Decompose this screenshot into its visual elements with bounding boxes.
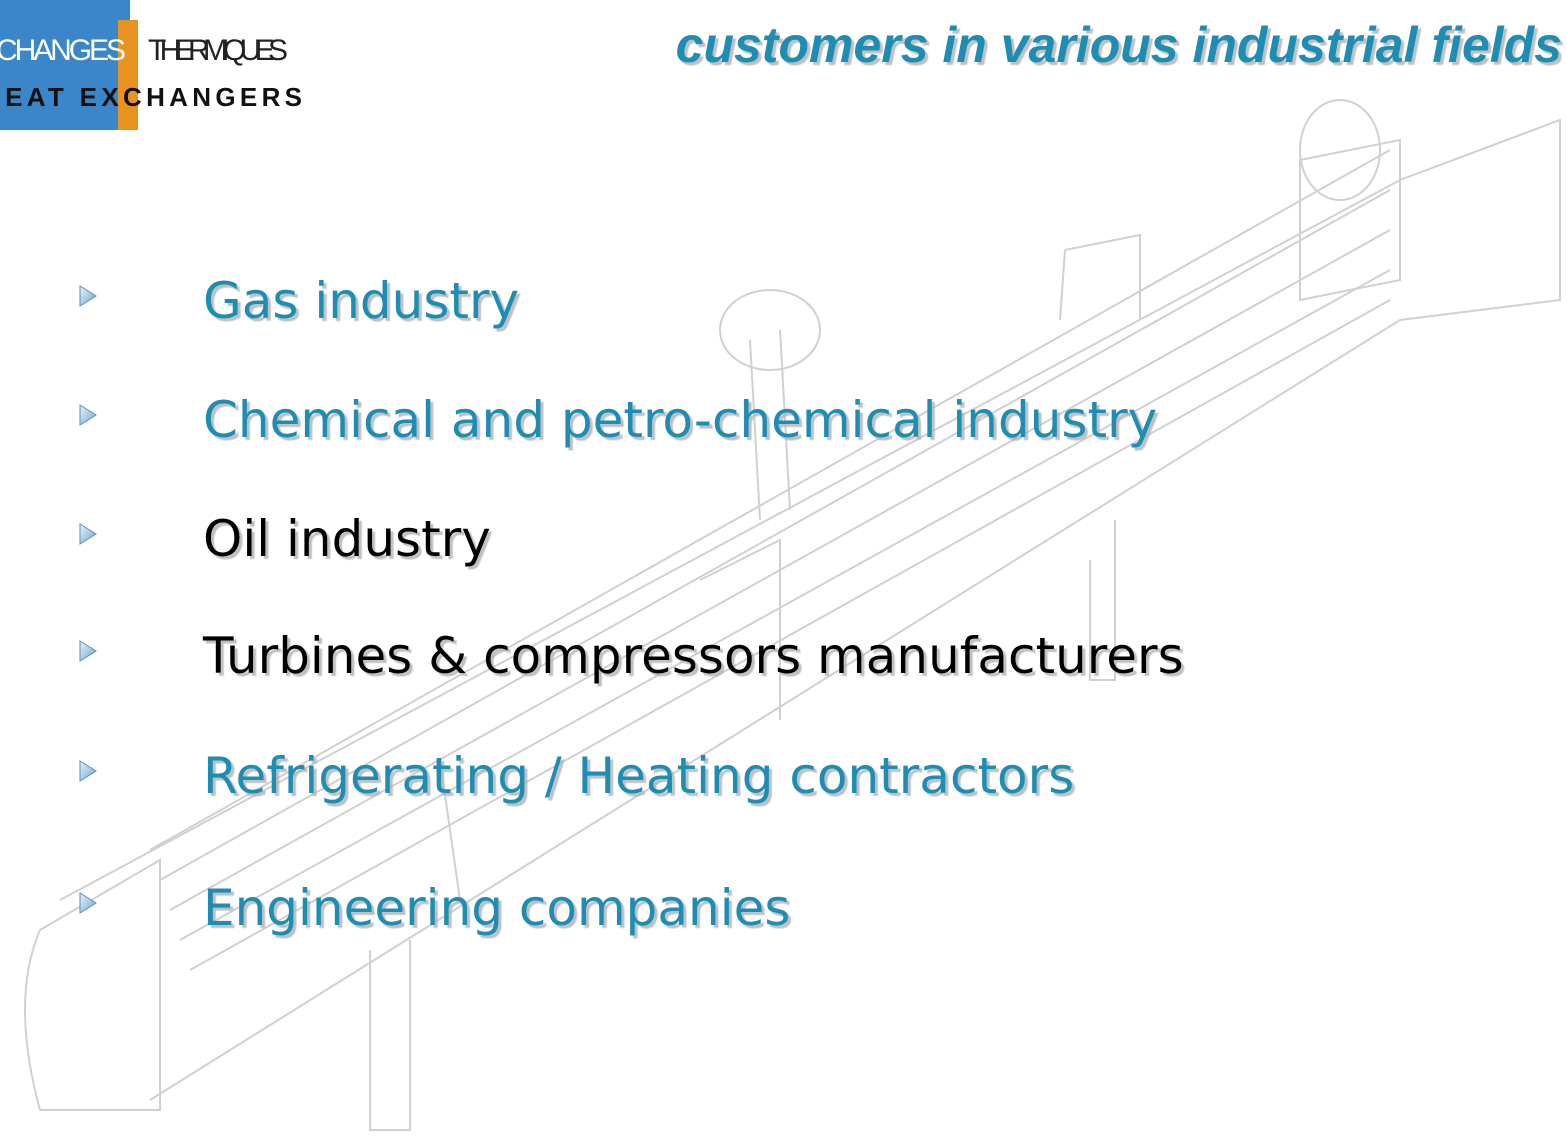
- bullet: [80, 524, 96, 544]
- bullet: [80, 893, 96, 913]
- list-item: Oil industry: [203, 510, 491, 568]
- logo: CHANGES THERMIQUES HEAT EXCHANGERS: [0, 0, 302, 130]
- logo-word: THERMIQUES: [148, 34, 288, 67]
- bullet: [80, 405, 96, 425]
- logo-word: CHANGES: [0, 34, 126, 67]
- list-item: Turbines & compressors manufacturers: [202, 627, 1184, 685]
- bullet: [80, 286, 96, 306]
- slide-title: customers in various industrial fields: [676, 17, 1562, 73]
- list-item: Refrigerating / Heating contractors: [203, 747, 1074, 805]
- bullet: [80, 761, 96, 781]
- slide: CHANGES THERMIQUES HEAT EXCHANGERS custo…: [0, 0, 1567, 1143]
- list-item: Chemical and petro-chemical industry: [203, 391, 1157, 449]
- bullet: [80, 641, 96, 661]
- list-item: Gas industry: [203, 272, 519, 330]
- background-drawing: [25, 100, 1560, 1130]
- item-list: Gas industry Chemical and petro-chemical …: [80, 272, 1184, 937]
- list-item: Engineering companies: [203, 879, 790, 937]
